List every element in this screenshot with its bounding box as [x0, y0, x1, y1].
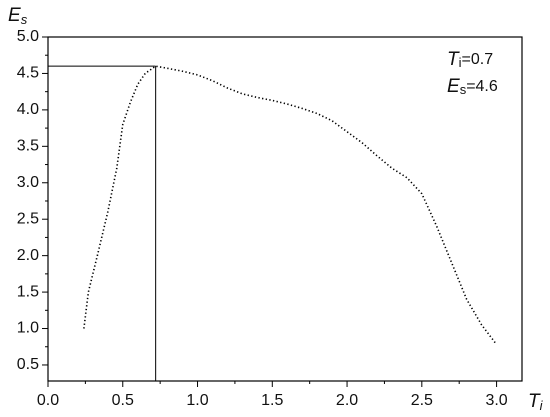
y-tick-label: 2.0	[17, 247, 39, 264]
x-tick-label: 2.0	[336, 392, 358, 409]
data-line	[83, 65, 498, 346]
x-tick-label: 3.0	[485, 392, 507, 409]
annotation: Ti=0.7	[447, 49, 493, 70]
annotation: Es=4.6	[447, 76, 498, 97]
y-tick-label: 1.0	[17, 320, 39, 337]
y-tick-label: 3.0	[17, 174, 39, 191]
x-tick-label: 1.5	[261, 392, 283, 409]
y-tick-label: 4.0	[17, 101, 39, 118]
y-tick-label: 3.5	[17, 138, 39, 155]
y-tick-label: 2.5	[17, 210, 39, 227]
y-axis-label: Es	[8, 5, 28, 27]
x-tick-label: 2.5	[411, 392, 433, 409]
plot-frame	[47, 36, 523, 382]
y-tick-label: 1.5	[17, 283, 39, 300]
y-tick-label: 5.0	[17, 28, 39, 45]
x-tick-label: 1.0	[186, 392, 208, 409]
x-axis-label: Ti	[528, 391, 544, 413]
x-tick-label: 0.5	[112, 392, 134, 409]
y-tick-label: 4.5	[17, 65, 39, 82]
x-tick-label: 0.0	[37, 392, 59, 409]
y-tick-label: 0.5	[17, 356, 39, 373]
